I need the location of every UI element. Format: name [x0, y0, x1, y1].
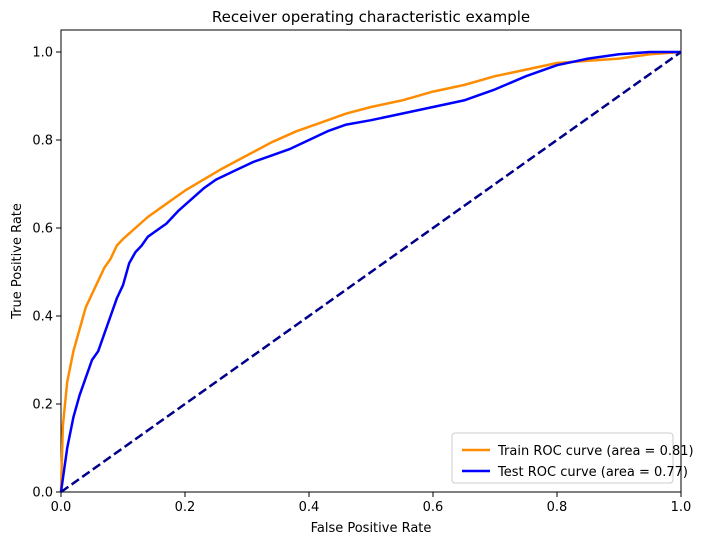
y-tick-label: 0.2 [32, 398, 53, 413]
y-axis-ticks: 0.0 0.2 0.4 0.6 0.8 1.0 [32, 46, 61, 501]
y-tick-label: 1.0 [32, 46, 53, 61]
y-tick-label: 0.4 [32, 310, 53, 325]
y-tick-label: 0.0 [32, 486, 53, 501]
legend-box [451, 432, 674, 484]
y-tick-label: 0.6 [32, 222, 53, 237]
plot-area [59, 29, 682, 494]
x-axis-ticks: 0.0 0.2 0.4 0.6 0.8 1.0 [51, 492, 692, 515]
plot-frame [60, 29, 682, 493]
legend: Train ROC curve (area = 0.81) Test ROC c… [451, 432, 694, 484]
y-axis-label: True Positive Rate [10, 203, 25, 320]
series-layer [59, 50, 682, 494]
train-roc-curve [59, 50, 682, 493]
x-tick-label: 1.0 [671, 500, 692, 515]
x-tick-label: 0.8 [547, 500, 568, 515]
x-tick-label: 0.0 [51, 500, 72, 515]
x-tick-label: 0.4 [299, 500, 320, 515]
y-tick-label: 0.8 [32, 134, 53, 149]
legend-label-train: Train ROC curve (area = 0.81) [497, 444, 694, 459]
x-tick-label: 0.6 [423, 500, 444, 515]
legend-label-test: Test ROC curve (area = 0.77) [497, 465, 688, 480]
x-tick-label: 0.2 [175, 500, 196, 515]
x-axis-label: False Positive Rate [311, 521, 432, 536]
chart-title: Receiver operating characteristic exampl… [212, 8, 530, 26]
test-roc-curve [59, 50, 681, 493]
chance-diagonal-line [60, 50, 682, 494]
